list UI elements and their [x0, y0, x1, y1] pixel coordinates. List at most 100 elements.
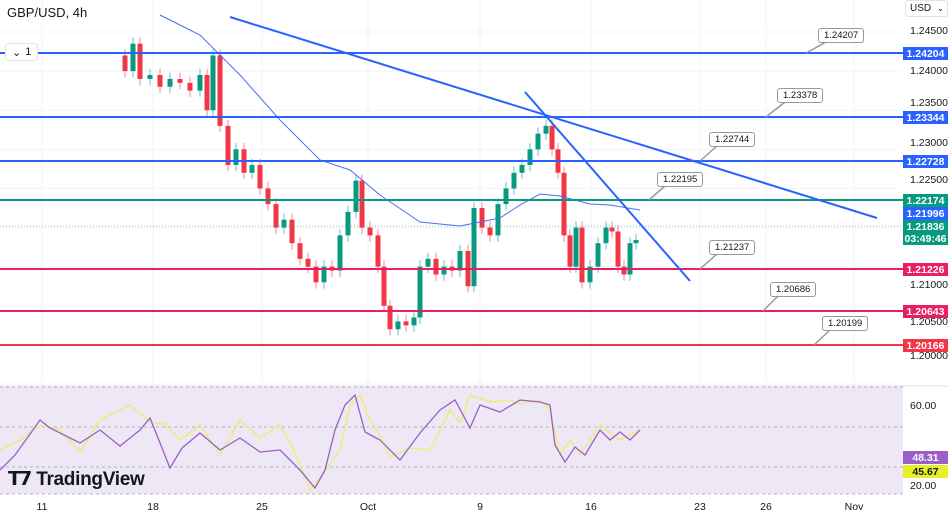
candle-body [225, 125, 231, 165]
price-callout[interactable]: 1.24207 [818, 28, 865, 43]
rsi-value-tag: 45.67 [903, 465, 948, 478]
candle-body [549, 125, 555, 150]
candle-body [359, 180, 365, 228]
price-callout[interactable]: 1.23378 [777, 88, 824, 103]
candle-body [321, 266, 327, 283]
price-tag: 1.20643 [903, 305, 948, 318]
candle-body [177, 78, 183, 83]
price-tag: 1.21226 [903, 263, 948, 276]
candle-body [633, 240, 639, 244]
candle-body [411, 317, 417, 326]
candle-body [573, 227, 579, 267]
tradingview-logo[interactable]: 𝗧𝟳 TradingView [8, 468, 145, 491]
rsi-value-tag: 48.31 [903, 451, 948, 464]
price-tag: 03:49:46 [903, 232, 948, 245]
price-tag: 1.20166 [903, 339, 948, 352]
price-axis-label: 1.23000 [910, 137, 948, 149]
price-axis-label: 1.20000 [910, 350, 948, 362]
candle-body [353, 180, 359, 212]
price-axis-label: 1.20500 [910, 316, 948, 328]
candle-body [337, 235, 343, 271]
symbol-title: GBP/USD, 4h [7, 5, 88, 20]
callout-pointer [699, 253, 718, 270]
candle-body [395, 321, 401, 330]
price-axis-label: 1.21000 [910, 279, 948, 291]
price-tag: 1.21836 [903, 220, 948, 233]
candle-body [249, 164, 255, 173]
candle-body [204, 75, 210, 111]
candle-body [567, 235, 573, 267]
candle-body [479, 208, 485, 228]
candle-body [543, 125, 549, 134]
candle-body [281, 219, 287, 228]
candle-body [511, 172, 517, 189]
candle-body [503, 188, 509, 205]
candle-body [313, 266, 319, 283]
candle-body [187, 82, 193, 91]
candle-body [487, 227, 493, 236]
tradingview-logo-icon: 𝗧𝟳 [8, 469, 32, 490]
candle-body [387, 305, 393, 330]
candle-body [615, 231, 621, 267]
time-axis-label: 9 [477, 501, 483, 513]
callout-pointer [699, 145, 718, 162]
time-axis-label: 25 [256, 501, 268, 513]
candle-body [137, 43, 143, 79]
time-axis-label: Oct [359, 501, 377, 513]
moving-average-line [159, 14, 641, 227]
candle-body [535, 133, 541, 150]
candle-body [367, 227, 373, 236]
logo-text: TradingView [36, 468, 145, 490]
candle-body [257, 164, 263, 189]
time-axis-label: 16 [585, 501, 597, 513]
candle-body [305, 258, 311, 267]
candle-body [471, 208, 477, 287]
price-axis-label: 1.23500 [910, 97, 948, 109]
candle-body [265, 188, 271, 205]
candle-body [609, 227, 615, 232]
candle-body [197, 75, 203, 91]
callout-pointer [805, 41, 827, 54]
candle-body [297, 243, 303, 259]
candle-body [233, 149, 239, 165]
collapse-indicators-button[interactable]: ⌄ 1 [5, 43, 39, 61]
candle-body [273, 204, 279, 228]
callout-pointer [765, 101, 786, 118]
price-callout[interactable]: 1.22744 [709, 132, 756, 147]
time-axis-label: Nov [844, 501, 864, 513]
callout-pointer [762, 295, 779, 312]
price-callout[interactable]: 1.20686 [770, 282, 817, 297]
candle-body [167, 78, 173, 87]
price-tag: 1.21996 [903, 207, 948, 220]
candle-body [417, 266, 423, 318]
rsi-axis-label: 60.00 [910, 400, 937, 412]
price-axis-label: 1.24500 [910, 25, 948, 37]
price-axis-label: 1.22500 [910, 174, 948, 186]
rsi-line [0, 393, 641, 490]
price-callout[interactable]: 1.21237 [709, 240, 756, 255]
candle-body [157, 75, 163, 87]
price-tag: 1.24204 [903, 47, 948, 60]
candle-body [122, 55, 128, 72]
trendline [229, 16, 878, 219]
callout-pointer [648, 185, 666, 201]
rsi-ma-line [0, 393, 641, 492]
candle-body [425, 258, 431, 267]
time-axis-label: 18 [147, 501, 159, 513]
candle-body [441, 266, 447, 275]
price-callout[interactable]: 1.20199 [822, 316, 869, 331]
candle-body [433, 258, 439, 275]
candle-body [627, 243, 633, 275]
trendline [524, 91, 691, 282]
price-axis-label: 1.24000 [910, 65, 948, 77]
candle-body [519, 164, 525, 173]
price-callout[interactable]: 1.22195 [657, 172, 704, 187]
candle-body [603, 227, 609, 244]
currency-select[interactable]: USD ⌄ [905, 0, 948, 17]
candle-body [527, 149, 533, 165]
candle-body [147, 75, 153, 79]
candle-body [210, 55, 216, 111]
price-tag: 1.23344 [903, 111, 948, 124]
candle-body [403, 321, 409, 326]
